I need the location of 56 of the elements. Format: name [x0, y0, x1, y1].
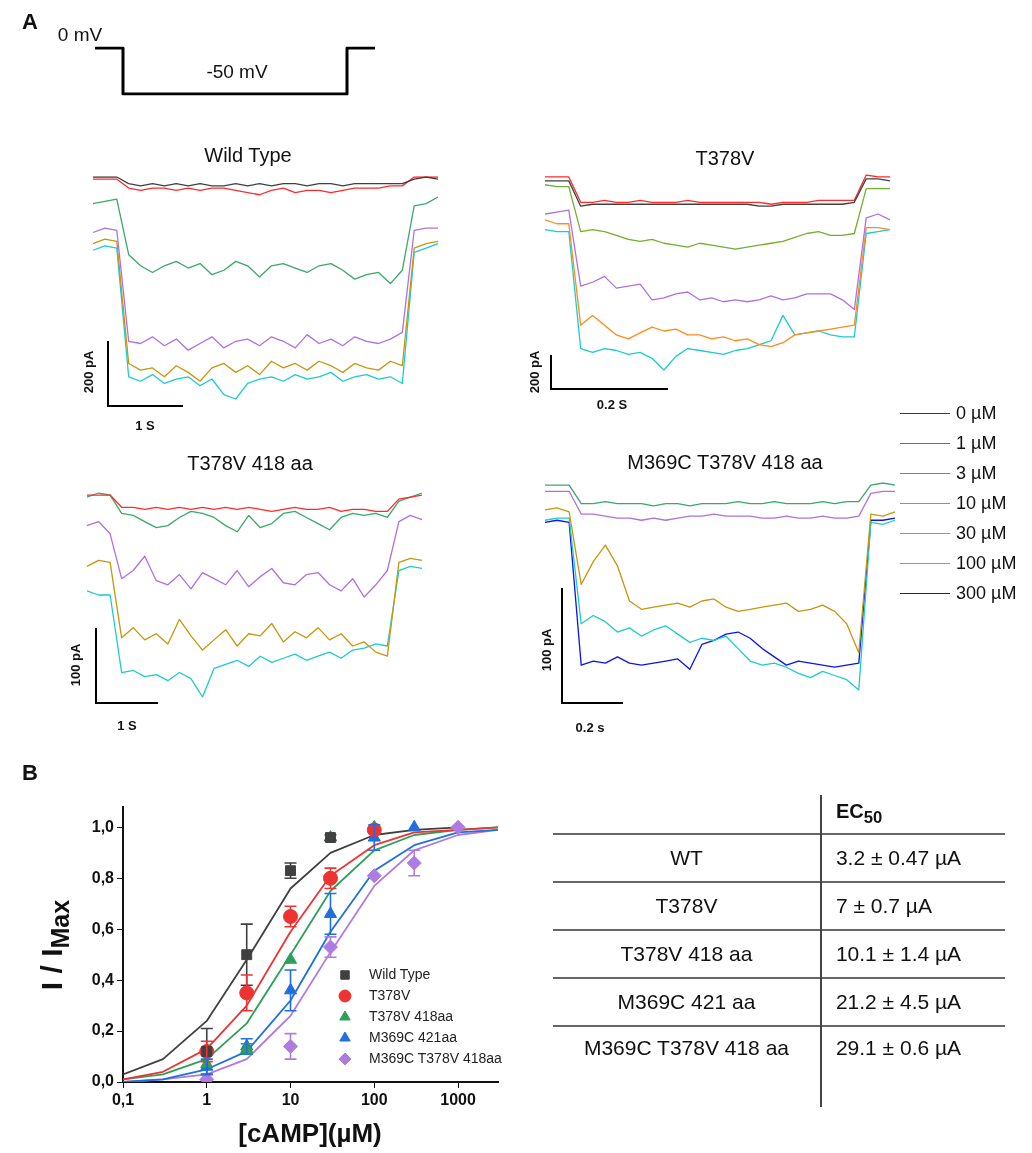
- legend-label: 0 µM: [956, 402, 997, 424]
- x-tick-label: 1: [202, 1091, 212, 1109]
- text: M369C 421 aa: [553, 978, 821, 1026]
- annotation: 200 pA: [526, 350, 542, 394]
- legend-label: 100 µM: [956, 552, 1017, 574]
- x-tick-label: 0,1: [111, 1091, 135, 1109]
- y-tick-label: 0,4: [91, 970, 115, 988]
- legend-label: 300 µM: [956, 582, 1017, 604]
- text: T378V: [553, 882, 821, 930]
- text: 0.2 S: [596, 396, 628, 412]
- text: 21.2 ± 4.5 µA: [834, 989, 963, 1015]
- text: B: [22, 760, 38, 786]
- x-axis-title: [cAMP](µM): [238, 1117, 382, 1149]
- text: WT: [553, 834, 821, 882]
- legend-label: T378V 418aa: [369, 1007, 454, 1024]
- text: 10.1 ± 1.4 µA: [834, 941, 963, 967]
- point: [322, 870, 338, 886]
- text: 1 S: [117, 717, 137, 733]
- text: 1 S: [135, 417, 155, 433]
- text: M369C T378V 418 aa: [553, 1026, 821, 1107]
- text: T378V 418 aa: [553, 930, 821, 978]
- y-tick-label: 0,2: [91, 1021, 115, 1039]
- annotation: 200 pA: [80, 350, 96, 394]
- x-tick-label: 10: [281, 1091, 300, 1109]
- text: 3.2 ± 0.47 µA: [834, 845, 963, 871]
- chart-title: Wild Type: [204, 143, 292, 167]
- text: EC$_{50}$: [834, 799, 884, 829]
- text: 0 mV: [57, 24, 103, 46]
- legend-label: 3 µM: [956, 462, 997, 484]
- y-tick-label: 0,0: [91, 1072, 115, 1090]
- legend-label: 10 µM: [956, 492, 1007, 514]
- chart-title: M369C T378V 418 aa: [627, 450, 823, 474]
- y-tick-label: 0,6: [91, 919, 115, 937]
- point: [283, 908, 299, 924]
- legend-label: M369C 421aa: [369, 1028, 458, 1045]
- chart-title: T378V: [695, 146, 755, 170]
- legend-label: M369C T378V 418aa: [369, 1049, 503, 1066]
- text: A: [22, 9, 38, 35]
- x-tick-label: 1000: [440, 1091, 476, 1109]
- text: 0.2 s: [575, 719, 605, 735]
- text: 7 ± 0.7 µA: [834, 893, 933, 919]
- annotation: 100 pA: [538, 628, 554, 672]
- point: [323, 906, 338, 918]
- legend-label: 30 µM: [956, 522, 1007, 544]
- point: [407, 819, 421, 832]
- point: [283, 952, 298, 964]
- legend-label: T378V: [369, 986, 411, 1003]
- chart-title: T378V 418 aa: [187, 451, 313, 475]
- annotation: -50 mV: [206, 61, 268, 83]
- x-tick-label: 100: [360, 1091, 388, 1109]
- y-tick-label: 1,0: [91, 817, 115, 835]
- annotation: 100 pA: [67, 643, 83, 687]
- y-tick-label: 0,8: [91, 868, 115, 886]
- legend-label: Wild Type: [369, 965, 431, 982]
- text: 29.1 ± 0.6 µA: [834, 1035, 963, 1061]
- legend-label: 1 µM: [956, 432, 997, 454]
